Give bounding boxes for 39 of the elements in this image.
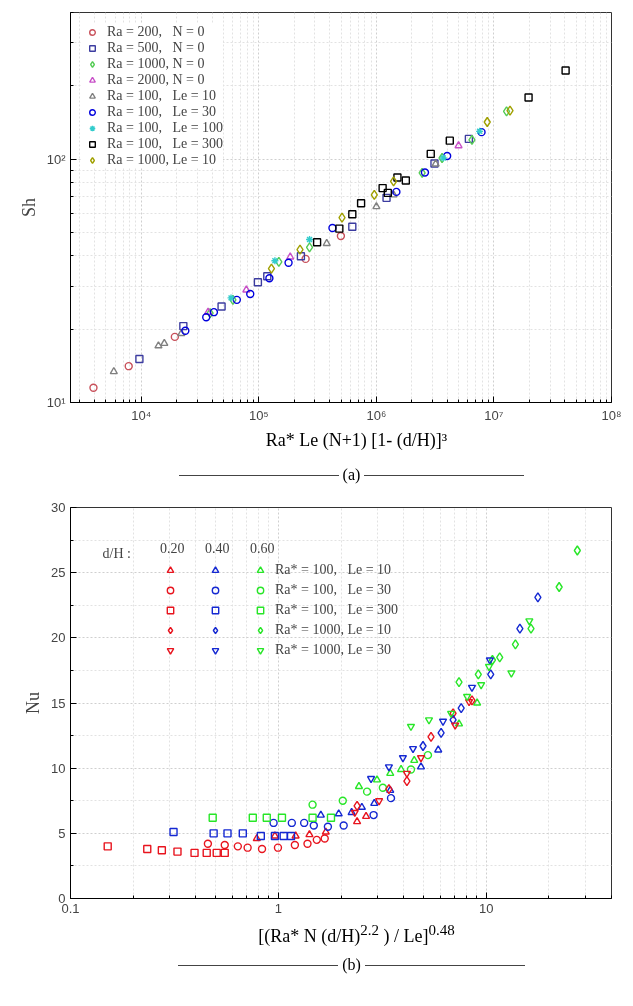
annotation: 0.60 (250, 541, 276, 557)
y-tick-label: 10 (51, 760, 66, 776)
legend-label: Ra* = 100, Le = 30 (275, 582, 392, 598)
legend-label: Ra = 500, N = 0 (107, 40, 205, 56)
text: (b) (342, 955, 361, 976)
legend-label: Ra = 2000, N = 0 (107, 72, 205, 88)
annotation: 0.20 (160, 541, 185, 557)
annotation: 0.40 (205, 541, 230, 557)
legend-title: d/H : (102, 545, 131, 561)
text: (a) (342, 465, 361, 486)
legend-label: Ra* = 100, Le = 10 (275, 562, 392, 578)
x-tick-label: 10 (479, 900, 494, 916)
y-tick-label: 20 (51, 630, 66, 646)
y-axis-title: Nu (23, 692, 44, 714)
x-tick-label: 10⁵ (248, 407, 269, 423)
x-tick-label: 10⁷ (484, 407, 504, 423)
y-axis-title: Sh (18, 197, 39, 218)
y-tick-label: 25 (51, 565, 66, 581)
legend-label: Ra = 100, Le = 300 (107, 136, 224, 152)
x-tick-label: 10⁶ (366, 407, 387, 423)
legend-label: Ra = 200, N = 0 (107, 24, 205, 40)
y-tick-label: 10¹ (46, 395, 67, 410)
legend-label: Ra = 100, Le = 30 (107, 104, 217, 120)
x-tick-label: 1 (274, 900, 283, 916)
x-tick-label: 10⁸ (601, 407, 622, 423)
x-axis-title: Ra* Le (N+1) [1- (d/H)]³ (264, 430, 449, 450)
x-tick-label: 10⁴ (131, 407, 152, 423)
legend-label: Ra* = 100, Le = 300 (275, 602, 399, 618)
legend-label: Ra* = 1000, Le = 10 (275, 622, 392, 638)
legend-label: Ra = 1000, N = 0 (107, 56, 205, 72)
legend-label: Ra = 1000, Le = 10 (107, 152, 217, 168)
legend-label: Ra* = 1000, Le = 30 (275, 642, 392, 658)
y-tick-label: 30 (51, 500, 66, 515)
y-tick-label: 10² (46, 151, 67, 167)
x-axis-title: [(Ra* N (d/H)$^{2.2}$ ) / Le]$^{0.48}$ (257, 921, 456, 946)
y-tick-label: 15 (51, 695, 66, 711)
legend-label: Ra = 100, Le = 100 (107, 120, 224, 136)
y-tick-label: 5 (58, 825, 66, 841)
legend-label: Ra = 100, Le = 10 (107, 88, 217, 104)
